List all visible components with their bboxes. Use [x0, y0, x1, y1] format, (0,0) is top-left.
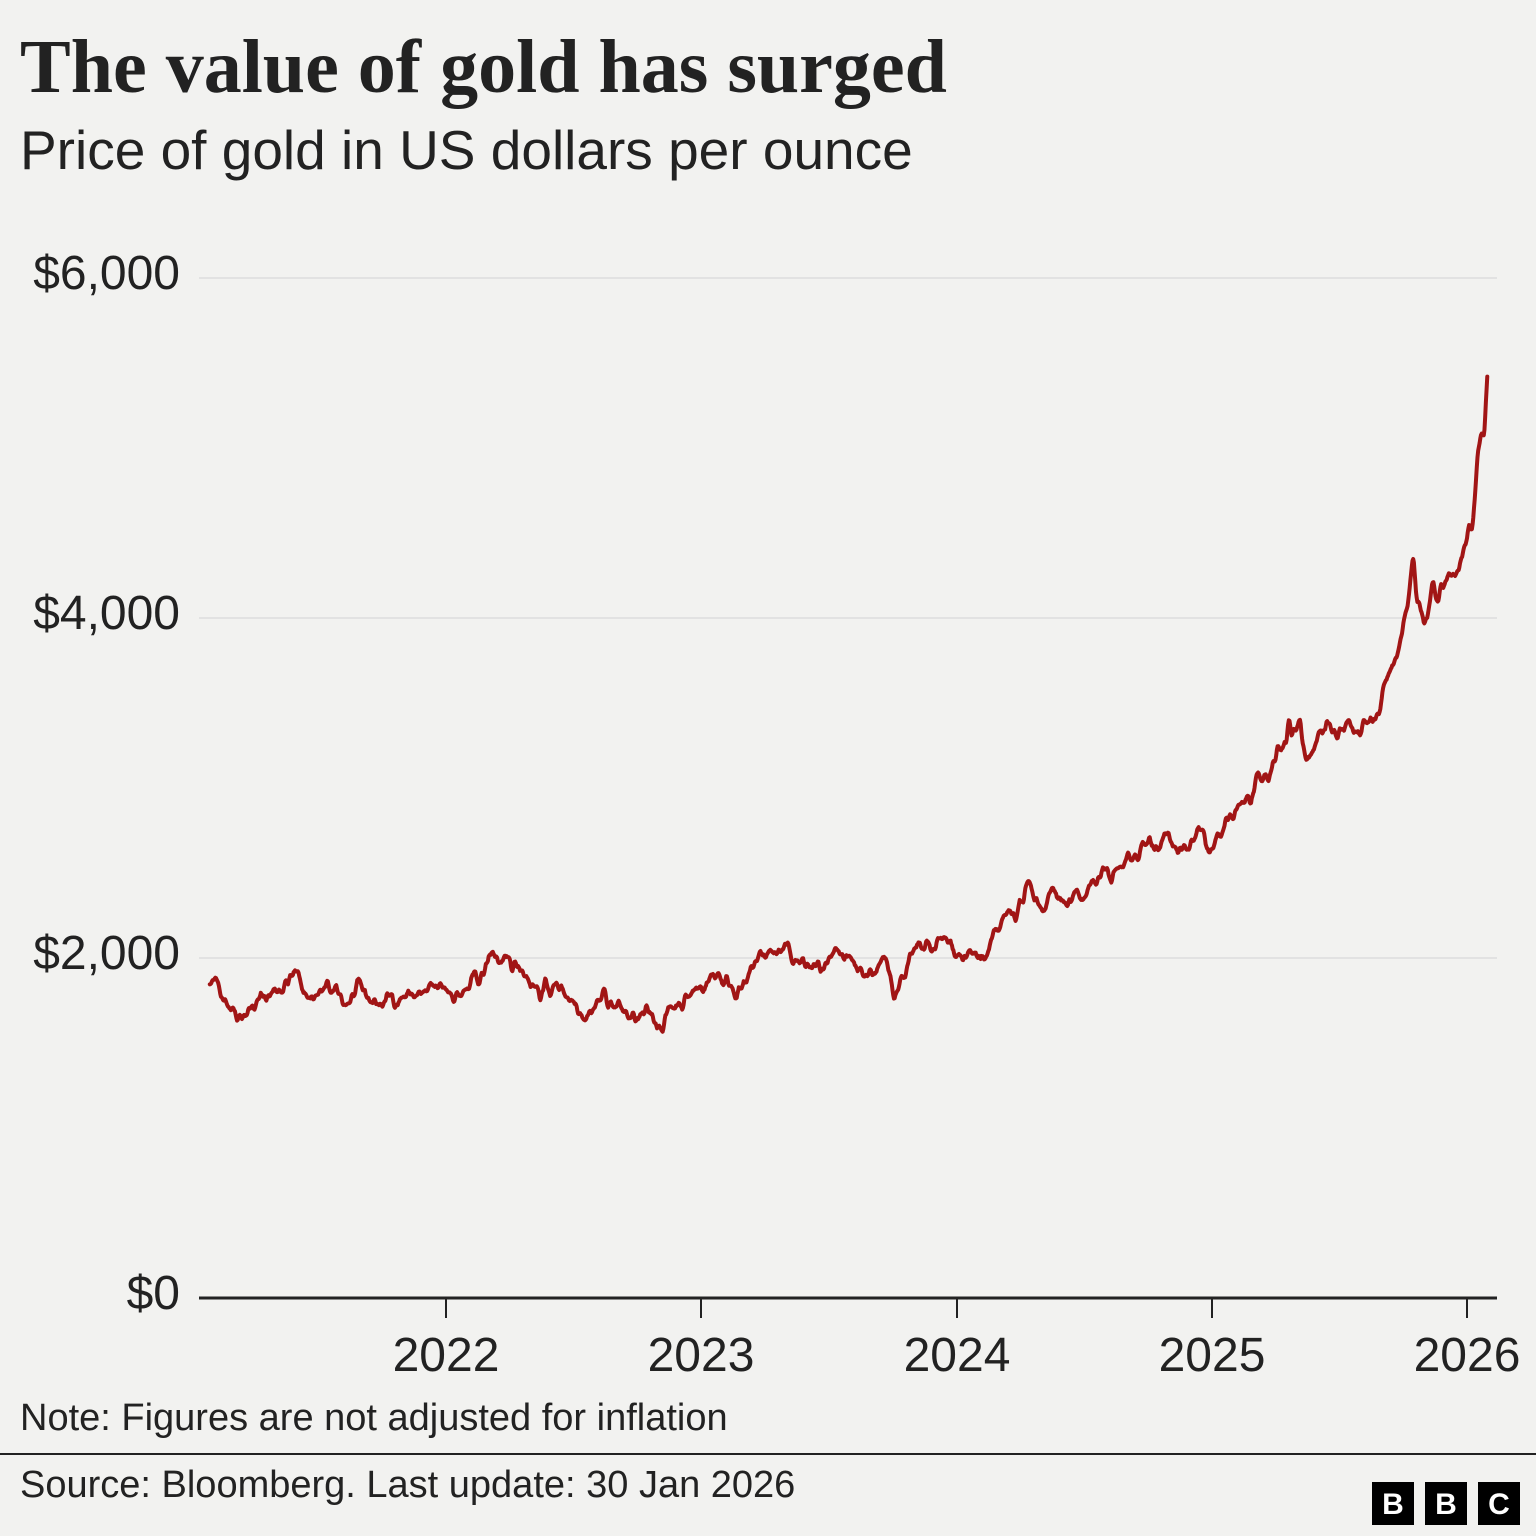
- svg-text:B: B: [1435, 1488, 1457, 1521]
- svg-text:B: B: [1382, 1488, 1404, 1521]
- svg-text:C: C: [1488, 1488, 1510, 1521]
